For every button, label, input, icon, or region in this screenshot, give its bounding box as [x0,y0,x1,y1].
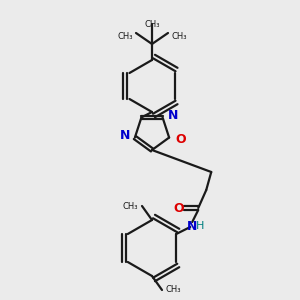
Text: CH₃: CH₃ [118,32,133,41]
Text: CH₃: CH₃ [144,20,160,29]
Text: N: N [119,129,130,142]
Text: CH₃: CH₃ [166,285,182,294]
Text: CH₃: CH₃ [171,32,187,41]
Text: CH₃: CH₃ [122,202,138,211]
Text: N: N [168,109,178,122]
Text: O: O [175,133,186,146]
Text: H: H [196,221,204,231]
Text: N: N [187,220,197,232]
Text: O: O [173,202,184,214]
